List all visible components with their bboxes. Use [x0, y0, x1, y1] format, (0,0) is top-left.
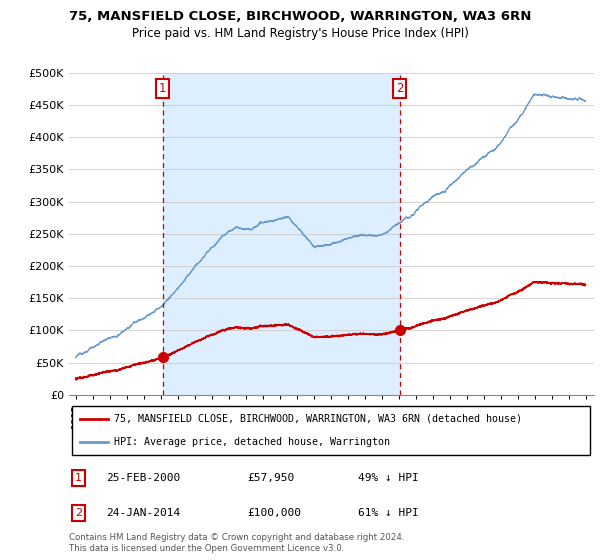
- Text: 61% ↓ HPI: 61% ↓ HPI: [358, 508, 419, 517]
- Text: 75, MANSFIELD CLOSE, BIRCHWOOD, WARRINGTON, WA3 6RN (detached house): 75, MANSFIELD CLOSE, BIRCHWOOD, WARRINGT…: [113, 414, 521, 424]
- FancyBboxPatch shape: [71, 406, 590, 455]
- Text: £100,000: £100,000: [248, 508, 302, 517]
- Text: 1: 1: [159, 82, 167, 95]
- Text: Price paid vs. HM Land Registry's House Price Index (HPI): Price paid vs. HM Land Registry's House …: [131, 27, 469, 40]
- Text: 25-FEB-2000: 25-FEB-2000: [106, 473, 180, 483]
- Text: 2: 2: [396, 82, 403, 95]
- Text: 75, MANSFIELD CLOSE, BIRCHWOOD, WARRINGTON, WA3 6RN: 75, MANSFIELD CLOSE, BIRCHWOOD, WARRINGT…: [69, 10, 531, 22]
- Text: 49% ↓ HPI: 49% ↓ HPI: [358, 473, 419, 483]
- Text: 1: 1: [75, 473, 82, 483]
- Text: Contains HM Land Registry data © Crown copyright and database right 2024.
This d: Contains HM Land Registry data © Crown c…: [69, 533, 404, 553]
- Text: £57,950: £57,950: [248, 473, 295, 483]
- Bar: [163, 73, 400, 395]
- Text: HPI: Average price, detached house, Warrington: HPI: Average price, detached house, Warr…: [113, 437, 389, 447]
- Text: 2: 2: [75, 508, 82, 517]
- Text: 24-JAN-2014: 24-JAN-2014: [106, 508, 180, 517]
